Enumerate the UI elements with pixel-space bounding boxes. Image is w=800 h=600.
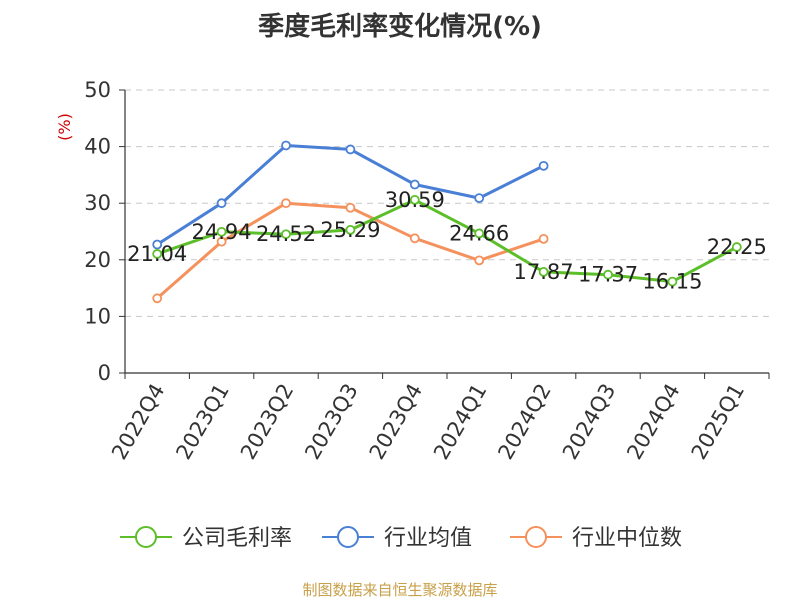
data-point	[603, 269, 613, 280]
data-point	[216, 236, 227, 247]
data-point	[538, 233, 549, 244]
data-point	[152, 293, 163, 304]
data-point	[731, 242, 742, 252]
data-point	[667, 276, 678, 287]
data-label: 22.25	[707, 235, 767, 259]
data-point	[216, 226, 227, 237]
legend-label: 行业均值	[384, 526, 472, 551]
data-label: 30.59	[385, 188, 445, 212]
data-point	[409, 179, 420, 190]
x-tick-label: 2024Q3	[558, 380, 620, 464]
y-tick-label: 40	[84, 135, 111, 159]
data-point	[538, 160, 549, 171]
data-point	[474, 193, 485, 204]
x-tick-label: 2024Q2	[493, 380, 555, 464]
data-label: 21.04	[127, 242, 187, 266]
data-point	[345, 144, 356, 155]
x-tick-label: 2024Q1	[429, 380, 491, 464]
data-label: 17.87	[514, 260, 574, 284]
source-note: 制图数据来自恒生聚源数据库	[302, 581, 498, 599]
data-point	[281, 229, 291, 240]
legend-label: 公司毛利率	[182, 526, 292, 551]
data-point	[474, 255, 485, 266]
x-tick-label: 2023Q3	[300, 380, 362, 464]
data-point	[538, 266, 549, 277]
legend-swatch-marker	[135, 526, 157, 548]
data-label: 24.94	[192, 220, 252, 244]
y-axis-label: (%)	[55, 113, 74, 141]
legend-swatch-marker	[525, 526, 547, 548]
y-tick-label: 50	[84, 78, 111, 102]
y-tick-label: 20	[84, 248, 111, 272]
data-point	[409, 194, 420, 205]
x-tick-label: 2025Q1	[687, 380, 749, 464]
x-tick-label: 2023Q1	[171, 380, 233, 464]
series-line	[156, 198, 738, 284]
data-point	[474, 228, 485, 239]
data-point	[281, 198, 291, 209]
legend-label: 行业中位数	[572, 526, 682, 551]
grid-lines	[125, 89, 769, 317]
data-point	[345, 202, 356, 213]
x-tick-label: 2023Q4	[365, 380, 427, 464]
data-label: 16.15	[642, 270, 702, 294]
x-tick-label: 2022Q4	[107, 380, 169, 464]
data-point	[281, 140, 291, 151]
legend-swatch-marker	[337, 526, 359, 548]
data-point	[152, 249, 163, 259]
series-lines	[152, 140, 742, 304]
data-label: 24.52	[256, 222, 316, 246]
data-point	[409, 233, 420, 244]
data-point	[345, 224, 356, 235]
data-label: 25.29	[320, 218, 380, 242]
legend: 公司毛利率 行业均值 行业中位数	[120, 526, 682, 551]
data-point	[216, 198, 227, 209]
y-tick-label: 0	[98, 361, 111, 385]
y-tick-label: 10	[84, 304, 111, 328]
y-tick-label: 30	[84, 191, 111, 215]
chart-title: 季度毛利率变化情况(%)	[258, 12, 542, 42]
x-tick-label: 2023Q2	[236, 380, 298, 464]
x-tick-label: 2024Q4	[622, 380, 684, 464]
data-point	[152, 239, 163, 250]
data-label: 24.66	[449, 221, 509, 245]
data-label: 17.37	[578, 263, 638, 287]
